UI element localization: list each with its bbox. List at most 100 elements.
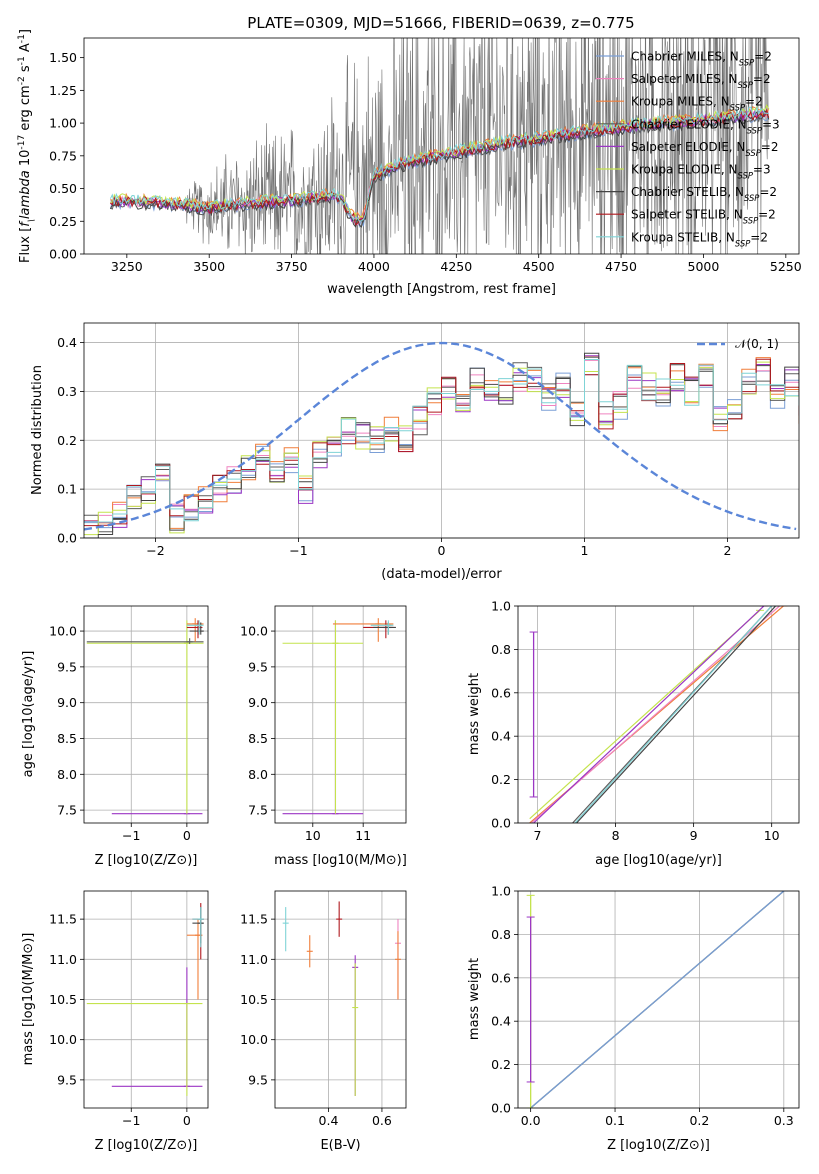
tick-label-y: 8.5: [248, 731, 268, 746]
legend-label: Salpeter ELODIE, NSSP=2: [631, 140, 779, 158]
tick-label-y: 0.8: [491, 927, 511, 942]
weight-line: [533, 606, 765, 823]
hist-series-7: [84, 358, 799, 527]
superscript: -17: [17, 135, 27, 150]
spectrum-ylabel: Flux [f\lambda 10-17 erg cm-2 s-1 A-1]: [17, 29, 37, 263]
tick-label-y: 10.5: [49, 992, 77, 1007]
tick-label-y: 11.0: [240, 952, 268, 967]
text-run: Salpeter MILES, N: [631, 72, 738, 86]
axes-z_mass: −1 0 9.5 10.0 10.5 11.0 11.5: [49, 890, 209, 1128]
text-run: erg cm: [18, 85, 33, 134]
tick-label-x: 0.4: [319, 1113, 339, 1128]
frame-residuals: −2 −1 0 1 2 0.0 0.1 0.2 0.3 0.4: [57, 322, 800, 558]
tick-label-x: 0: [183, 1113, 191, 1128]
tick-label-x: 3500: [193, 259, 225, 274]
grid-mass_age: [275, 606, 406, 823]
superscript: -2: [17, 76, 27, 85]
model-line-8: [109, 106, 769, 222]
tick-label-x: 11: [355, 828, 371, 843]
tick-label-y: 8.5: [57, 731, 77, 746]
tick-label-y: 9.0: [248, 695, 268, 710]
legend-label: Chabrier MILES, NSSP=2: [631, 50, 772, 68]
hist-series-8: [84, 359, 799, 523]
tick-label-x: 0.3: [774, 1113, 794, 1128]
subscript: SSP: [730, 103, 746, 113]
tick-label-x: 10: [764, 828, 780, 843]
tick-label-x: 7: [534, 828, 542, 843]
subscript: \: [27, 219, 37, 222]
tick-label-y: 0.4: [491, 729, 511, 744]
frame-mass_age: 10 11 7.5 8.0 8.5 9.0 9.5 10.0: [240, 605, 407, 843]
text-run: Chabrier MILES, N: [631, 50, 739, 64]
plot-mass_age: [282, 618, 396, 815]
math-text: a: [18, 207, 33, 215]
tick-label-x: 0: [438, 543, 446, 558]
tick-label-y: 0.2: [491, 1057, 511, 1072]
tick-label-x: 0: [183, 828, 191, 843]
frame-z_mass: −1 0 9.5 10.0 10.5 11.0 11.5: [49, 890, 209, 1128]
tick-label-y: 0.0: [491, 1101, 511, 1116]
text-run: =2: [745, 95, 763, 109]
plot-ebv_mass: [282, 901, 401, 1096]
tick-label-y: 0.2: [57, 433, 77, 448]
legend-label: Chabrier STELIB, NSSP=2: [631, 185, 777, 203]
z-mass-xlabel: Z [log10(Z/Z⊙)]: [95, 1138, 198, 1153]
tick-label-y: 11.0: [49, 952, 77, 967]
plot-age_weight: [529, 606, 788, 823]
tick-label-x: 2: [724, 543, 732, 558]
tick-label-y: 0.1: [57, 482, 77, 497]
tick-label-y: 1.50: [49, 50, 77, 65]
gauss-legend-label: 𝒩(0, 1): [735, 337, 779, 351]
subscript: SSP: [745, 148, 761, 158]
plot-z_age: [86, 618, 204, 815]
math-text: b: [18, 187, 33, 195]
tick-label-y: 7.5: [248, 803, 268, 818]
subscript: SSP: [747, 125, 763, 135]
axes-frame: [83, 37, 800, 255]
hist-series-5: [84, 361, 799, 536]
mass-age-xlabel: mass [log10(M/M⊙)]: [274, 853, 407, 868]
axes-frame: [274, 890, 407, 1109]
tick-label-y: 9.5: [57, 1072, 77, 1087]
weight-line: [576, 606, 777, 823]
axes-ebv_mass: 0.4 0.6 9.5 10.0 10.5 11.0 11.5: [240, 890, 407, 1128]
tick-label-y: 0.6: [491, 685, 511, 700]
tick-label-y: 10.0: [49, 1032, 77, 1047]
tick-label-y: 0.25: [49, 214, 77, 229]
superscript: -1: [17, 56, 27, 65]
tick-label-y: 10.0: [240, 1032, 268, 1047]
axes-mass_age: 10 11 7.5 8.0 8.5 9.0 9.5 10.0: [240, 605, 407, 843]
z-weight-ylabel: mass weight: [467, 958, 482, 1040]
tick-label-y: 9.5: [248, 1072, 268, 1087]
subscript: SSP: [744, 193, 760, 203]
tick-label-y: 0.6: [491, 970, 511, 985]
text-run: =2: [761, 140, 779, 154]
text-run: =2: [759, 185, 777, 199]
hist-series-3: [84, 356, 799, 533]
tick-label-x: 4000: [358, 259, 390, 274]
tick-label-x: −1: [289, 543, 307, 558]
subscript: SSP: [738, 171, 754, 181]
axes-residuals: −2 −1 0 1 2 0.0 0.1 0.2 0.3 0.4: [57, 322, 800, 558]
tick-label-x: 1: [581, 543, 589, 558]
grid-z_mass: [84, 891, 208, 1108]
hist-series-4: [84, 355, 799, 528]
grid-residuals: [84, 323, 799, 539]
tick-label-x: 0.6: [372, 1113, 392, 1128]
age-weight-xlabel: age [log10(age/yr)]: [595, 853, 722, 868]
text-run: Flux [: [18, 227, 33, 263]
legend-label: Chabrier ELODIE, NSSP=3: [631, 117, 780, 135]
plot-z_weight: [526, 891, 788, 1108]
text-run: Chabrier STELIB, N: [631, 185, 744, 199]
frame-age_weight: 7 8 9 10 0.0 0.2 0.4 0.6 0.8 1.0: [491, 599, 800, 843]
age-weight-ylabel: mass weight: [467, 673, 482, 755]
tick-label-x: 10: [305, 828, 321, 843]
tick-label-y: 8.0: [57, 767, 77, 782]
gaussian-curve: [84, 341, 797, 531]
tick-label-x: 3750: [276, 259, 308, 274]
grid-ebv_mass: [275, 891, 406, 1108]
tick-label-x: 5250: [770, 259, 802, 274]
